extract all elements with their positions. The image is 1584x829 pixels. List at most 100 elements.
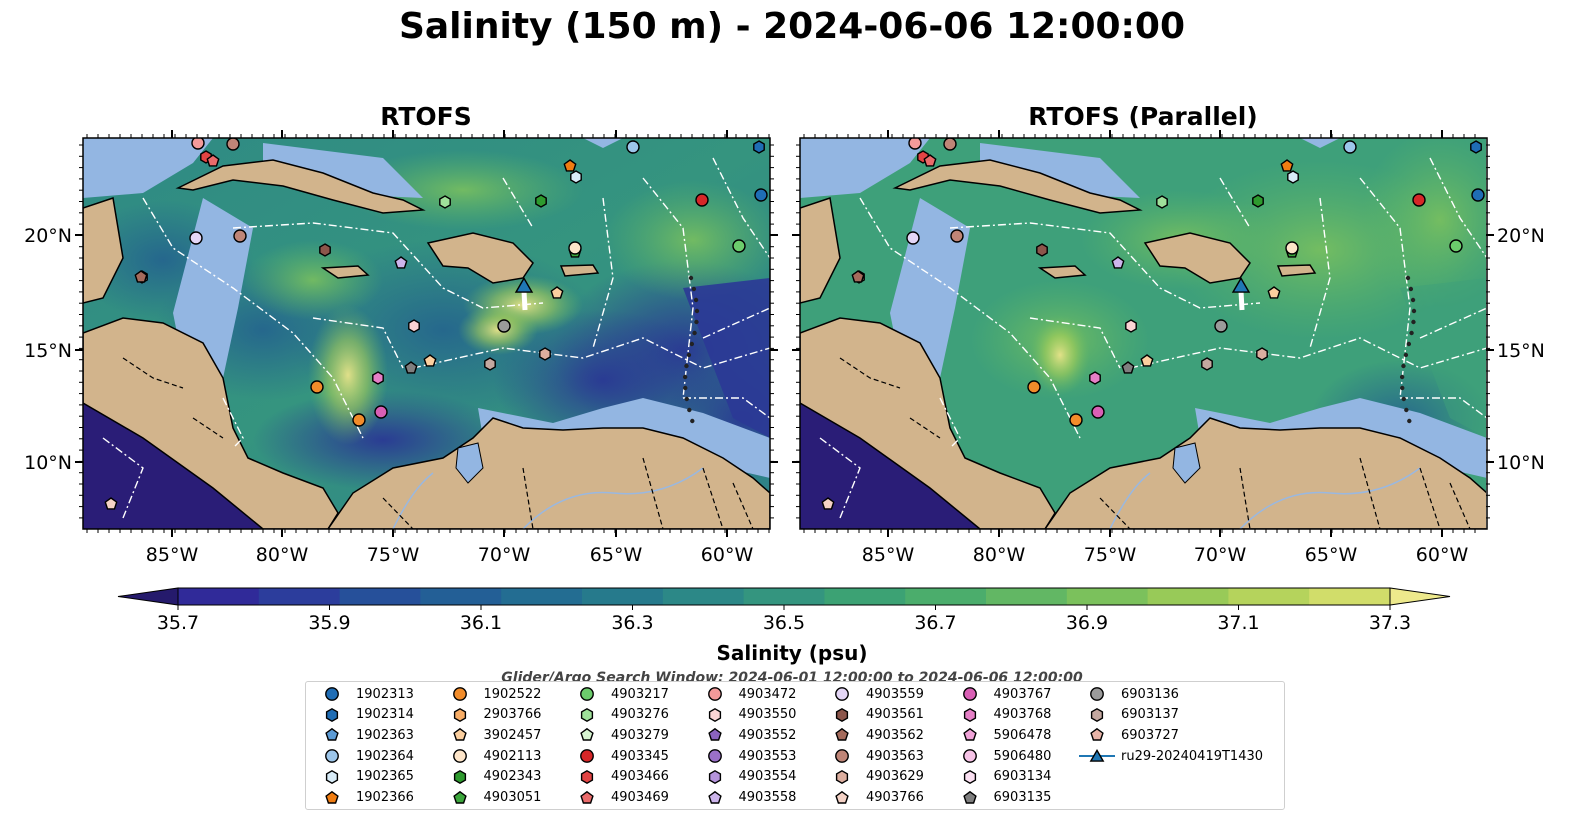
- circle-icon: [580, 687, 594, 701]
- legend-label: 3902457: [483, 727, 542, 743]
- circle-icon: [835, 687, 849, 701]
- float-marker: [233, 229, 247, 243]
- float-marker: [1036, 243, 1048, 257]
- float-marker: [1471, 188, 1485, 202]
- legend-item: 1902364: [310, 746, 414, 766]
- pentagon-icon: [962, 728, 977, 742]
- legend-marker: [962, 728, 977, 742]
- float-marker: [352, 413, 366, 427]
- hexagon-icon: [325, 707, 339, 722]
- legend-label: 4903276: [611, 707, 669, 723]
- legend-item: 2903766: [438, 705, 542, 725]
- legend-label: 4903554: [738, 769, 797, 785]
- legend-item: 1902313: [310, 684, 414, 704]
- figure-title: Salinity (150 m) - 2024-06-06 12:00:00: [398, 6, 1186, 47]
- legend-marker: [1089, 749, 1105, 762]
- float-marker: [539, 347, 551, 361]
- float-marker: [1089, 371, 1101, 385]
- legend-marker: [325, 687, 339, 701]
- legend-label: 4903469: [611, 790, 669, 805]
- legend-item: 6903727: [1075, 725, 1179, 745]
- legend-label: 4903562: [866, 727, 924, 743]
- map-axes: 20°N 20°N 15°N 15°N 10°N 10°N 85°W 85°W 80°W 80°W…: [24, 130, 1545, 566]
- legend-item: 4903767: [948, 684, 1051, 704]
- lon-tick-label: 60°W: [701, 544, 754, 566]
- legend-label: 1902313: [356, 686, 414, 702]
- legend-item: 1902363: [310, 725, 414, 745]
- colorbar-tick-label: 35.9: [308, 612, 351, 634]
- circle-icon: [1090, 687, 1104, 701]
- legend-marker: [325, 749, 339, 763]
- legend-marker: [580, 790, 594, 804]
- colorbar-tick-label: 36.7: [914, 612, 957, 634]
- circle-icon: [707, 687, 722, 701]
- legend-item: 4903558: [693, 788, 797, 808]
- legend-label: 4903472: [738, 686, 797, 702]
- legend-item: 4902343: [438, 767, 541, 787]
- colorbar-segment: [743, 588, 825, 605]
- legend-item: 4903279: [565, 725, 669, 745]
- hexagon-icon: [835, 769, 849, 784]
- float-marker: [821, 497, 835, 510]
- legend-marker: [452, 728, 467, 742]
- lon-tick-label: 80°W: [973, 544, 1026, 566]
- colorbar-segment: [662, 588, 745, 605]
- float-marker: [423, 354, 437, 367]
- legend-label: 6903134: [993, 769, 1052, 785]
- legend-item: 5906480: [948, 746, 1051, 766]
- legend-label: 4903466: [611, 769, 669, 785]
- float-marker: [1125, 319, 1137, 333]
- legend-label: ru29-20240419T1430: [1121, 748, 1264, 764]
- colorbar-segment: [1066, 588, 1149, 605]
- hexagon-icon: [453, 707, 466, 722]
- legend-item: 1902365: [310, 767, 414, 787]
- legend-marker: [580, 687, 594, 701]
- colorbar-tick-label: 36.3: [611, 612, 654, 634]
- legend-marker: [325, 728, 339, 742]
- float-marker: [923, 154, 937, 167]
- legend-item: 4903552: [693, 725, 796, 745]
- circle-icon: [325, 749, 339, 763]
- legend-marker: [962, 687, 977, 701]
- float-marker: [1201, 357, 1213, 371]
- hexagon-icon: [1090, 707, 1104, 722]
- legend-marker: [835, 728, 849, 742]
- float-marker: [1280, 159, 1294, 172]
- float-marker: [1267, 286, 1281, 299]
- legend-item: 4903469: [565, 788, 669, 808]
- map-left: [82, 137, 771, 530]
- legend-marker: [453, 707, 466, 722]
- hexagon-icon: [453, 769, 466, 784]
- legend-marker: [708, 769, 721, 784]
- lon-tick-label: 60°W: [1416, 544, 1469, 566]
- legend-marker: [707, 749, 722, 763]
- legend-label: 4903559: [866, 686, 924, 702]
- float-marker: [206, 154, 220, 167]
- float-marker: [404, 361, 418, 374]
- float-marker: [695, 193, 709, 207]
- lon-tick-label: 65°W: [1305, 544, 1358, 566]
- colorbar-segment: [1147, 588, 1229, 605]
- lon-tick-label: 80°W: [256, 544, 309, 566]
- circle-icon: [707, 749, 722, 763]
- legend-item: 4903554: [693, 767, 797, 787]
- lon-tick-label: 75°W: [367, 544, 420, 566]
- legend-label: 1902364: [356, 748, 414, 764]
- float-marker: [1256, 347, 1268, 361]
- pentagon-icon: [452, 728, 467, 742]
- hexagon-icon: [580, 769, 594, 784]
- float-marker: [372, 371, 384, 385]
- lat-tick-label: 10°N: [1497, 452, 1545, 474]
- legend-marker: [707, 687, 722, 701]
- legend-label: 6903136: [1121, 686, 1179, 702]
- float-marker: [754, 188, 768, 202]
- float-marker: [134, 270, 148, 283]
- lat-tick-label: 20°N: [24, 225, 72, 247]
- triangle-icon: [1079, 749, 1115, 762]
- glider-marker: [514, 276, 534, 293]
- legend-label: 2903766: [483, 707, 542, 723]
- legend-label: 4903558: [738, 790, 797, 805]
- lon-tick-label: 85°W: [146, 544, 199, 566]
- map-right-title: RTOFS (Parallel): [1028, 102, 1258, 131]
- legend-label: 1902522: [483, 686, 542, 702]
